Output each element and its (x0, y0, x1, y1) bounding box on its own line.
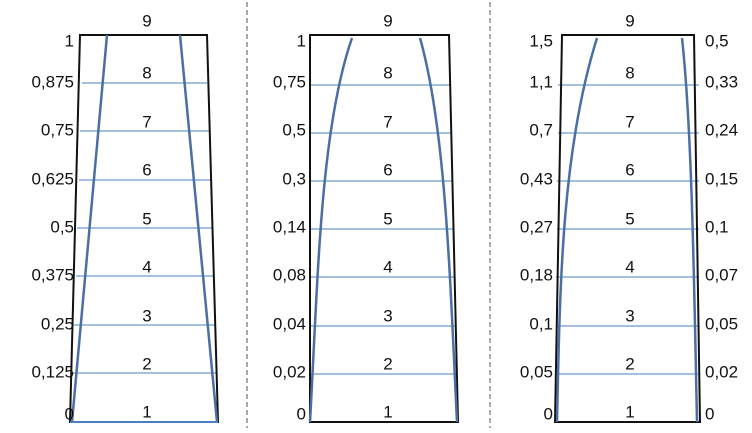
scale-label: 1 (65, 31, 74, 50)
scale-label: 0,875 (31, 72, 74, 91)
level-number: 9 (625, 11, 634, 30)
level-number: 7 (383, 112, 392, 131)
scale-label: 0,625 (31, 169, 74, 188)
level-number: 3 (142, 306, 151, 325)
scale-label: 0,75 (273, 72, 306, 91)
level-number: 7 (625, 112, 634, 131)
scale-label: 0,18 (520, 265, 553, 284)
scale-label: 0,25 (41, 314, 74, 333)
scale-label: 1,5 (529, 31, 553, 50)
level-number: 1 (142, 402, 151, 421)
level-number: 5 (625, 209, 634, 228)
level-number: 5 (142, 209, 151, 228)
level-number: 9 (383, 11, 392, 30)
scale-label: 1,1 (529, 72, 553, 91)
scale-label: 0,24 (705, 120, 738, 139)
scale-label: 0 (65, 404, 74, 423)
level-number: 8 (142, 63, 151, 82)
scale-label: 0,5 (282, 120, 306, 139)
scale-label: 0,02 (273, 362, 306, 381)
scale-label: 0,1 (705, 217, 729, 236)
level-number: 1 (383, 402, 392, 421)
level-number: 7 (142, 112, 151, 131)
scale-label: 0,15 (705, 169, 738, 188)
level-number: 2 (383, 354, 392, 373)
level-number: 3 (625, 306, 634, 325)
panel (553, 34, 702, 423)
level-number: 1 (625, 402, 634, 421)
level-number: 5 (383, 209, 392, 228)
scale-label: 0,5 (705, 31, 729, 50)
panel (308, 34, 460, 423)
level-number: 6 (625, 160, 634, 179)
scale-label: 0,05 (520, 362, 553, 381)
level-number: 4 (142, 257, 151, 276)
scale-label: 0,27 (520, 217, 553, 236)
panel (68, 34, 220, 423)
level-number: 9 (142, 11, 151, 30)
level-number: 8 (383, 63, 392, 82)
scale-label: 0,1 (529, 314, 553, 333)
scale-label: 0,3 (282, 169, 306, 188)
level-number: 4 (625, 257, 634, 276)
scale-label: 0,02 (705, 362, 738, 381)
scale-label: 0 (544, 404, 553, 423)
level-number: 6 (142, 160, 151, 179)
scale-label: 0,07 (705, 265, 738, 284)
level-number: 2 (142, 354, 151, 373)
scale-label: 0 (297, 404, 306, 423)
scale-label: 0,08 (273, 265, 306, 284)
level-number: 3 (383, 306, 392, 325)
scale-label: 0,375 (31, 265, 74, 284)
scale-label: 0,125 (31, 362, 74, 381)
scale-label: 0,43 (520, 169, 553, 188)
scale-label: 0,5 (50, 217, 74, 236)
level-number: 6 (383, 160, 392, 179)
scale-label: 0,75 (41, 120, 74, 139)
scale-label: 0 (705, 404, 714, 423)
scale-label: 0,04 (273, 314, 306, 333)
scale-label: 0,7 (529, 120, 553, 139)
scale-label: 0,33 (705, 72, 738, 91)
scale-label: 0,14 (273, 217, 306, 236)
scale-label: 0,05 (705, 314, 738, 333)
level-number: 4 (383, 257, 392, 276)
level-number: 8 (625, 63, 634, 82)
scale-label: 1 (297, 31, 306, 50)
level-number: 2 (625, 354, 634, 373)
